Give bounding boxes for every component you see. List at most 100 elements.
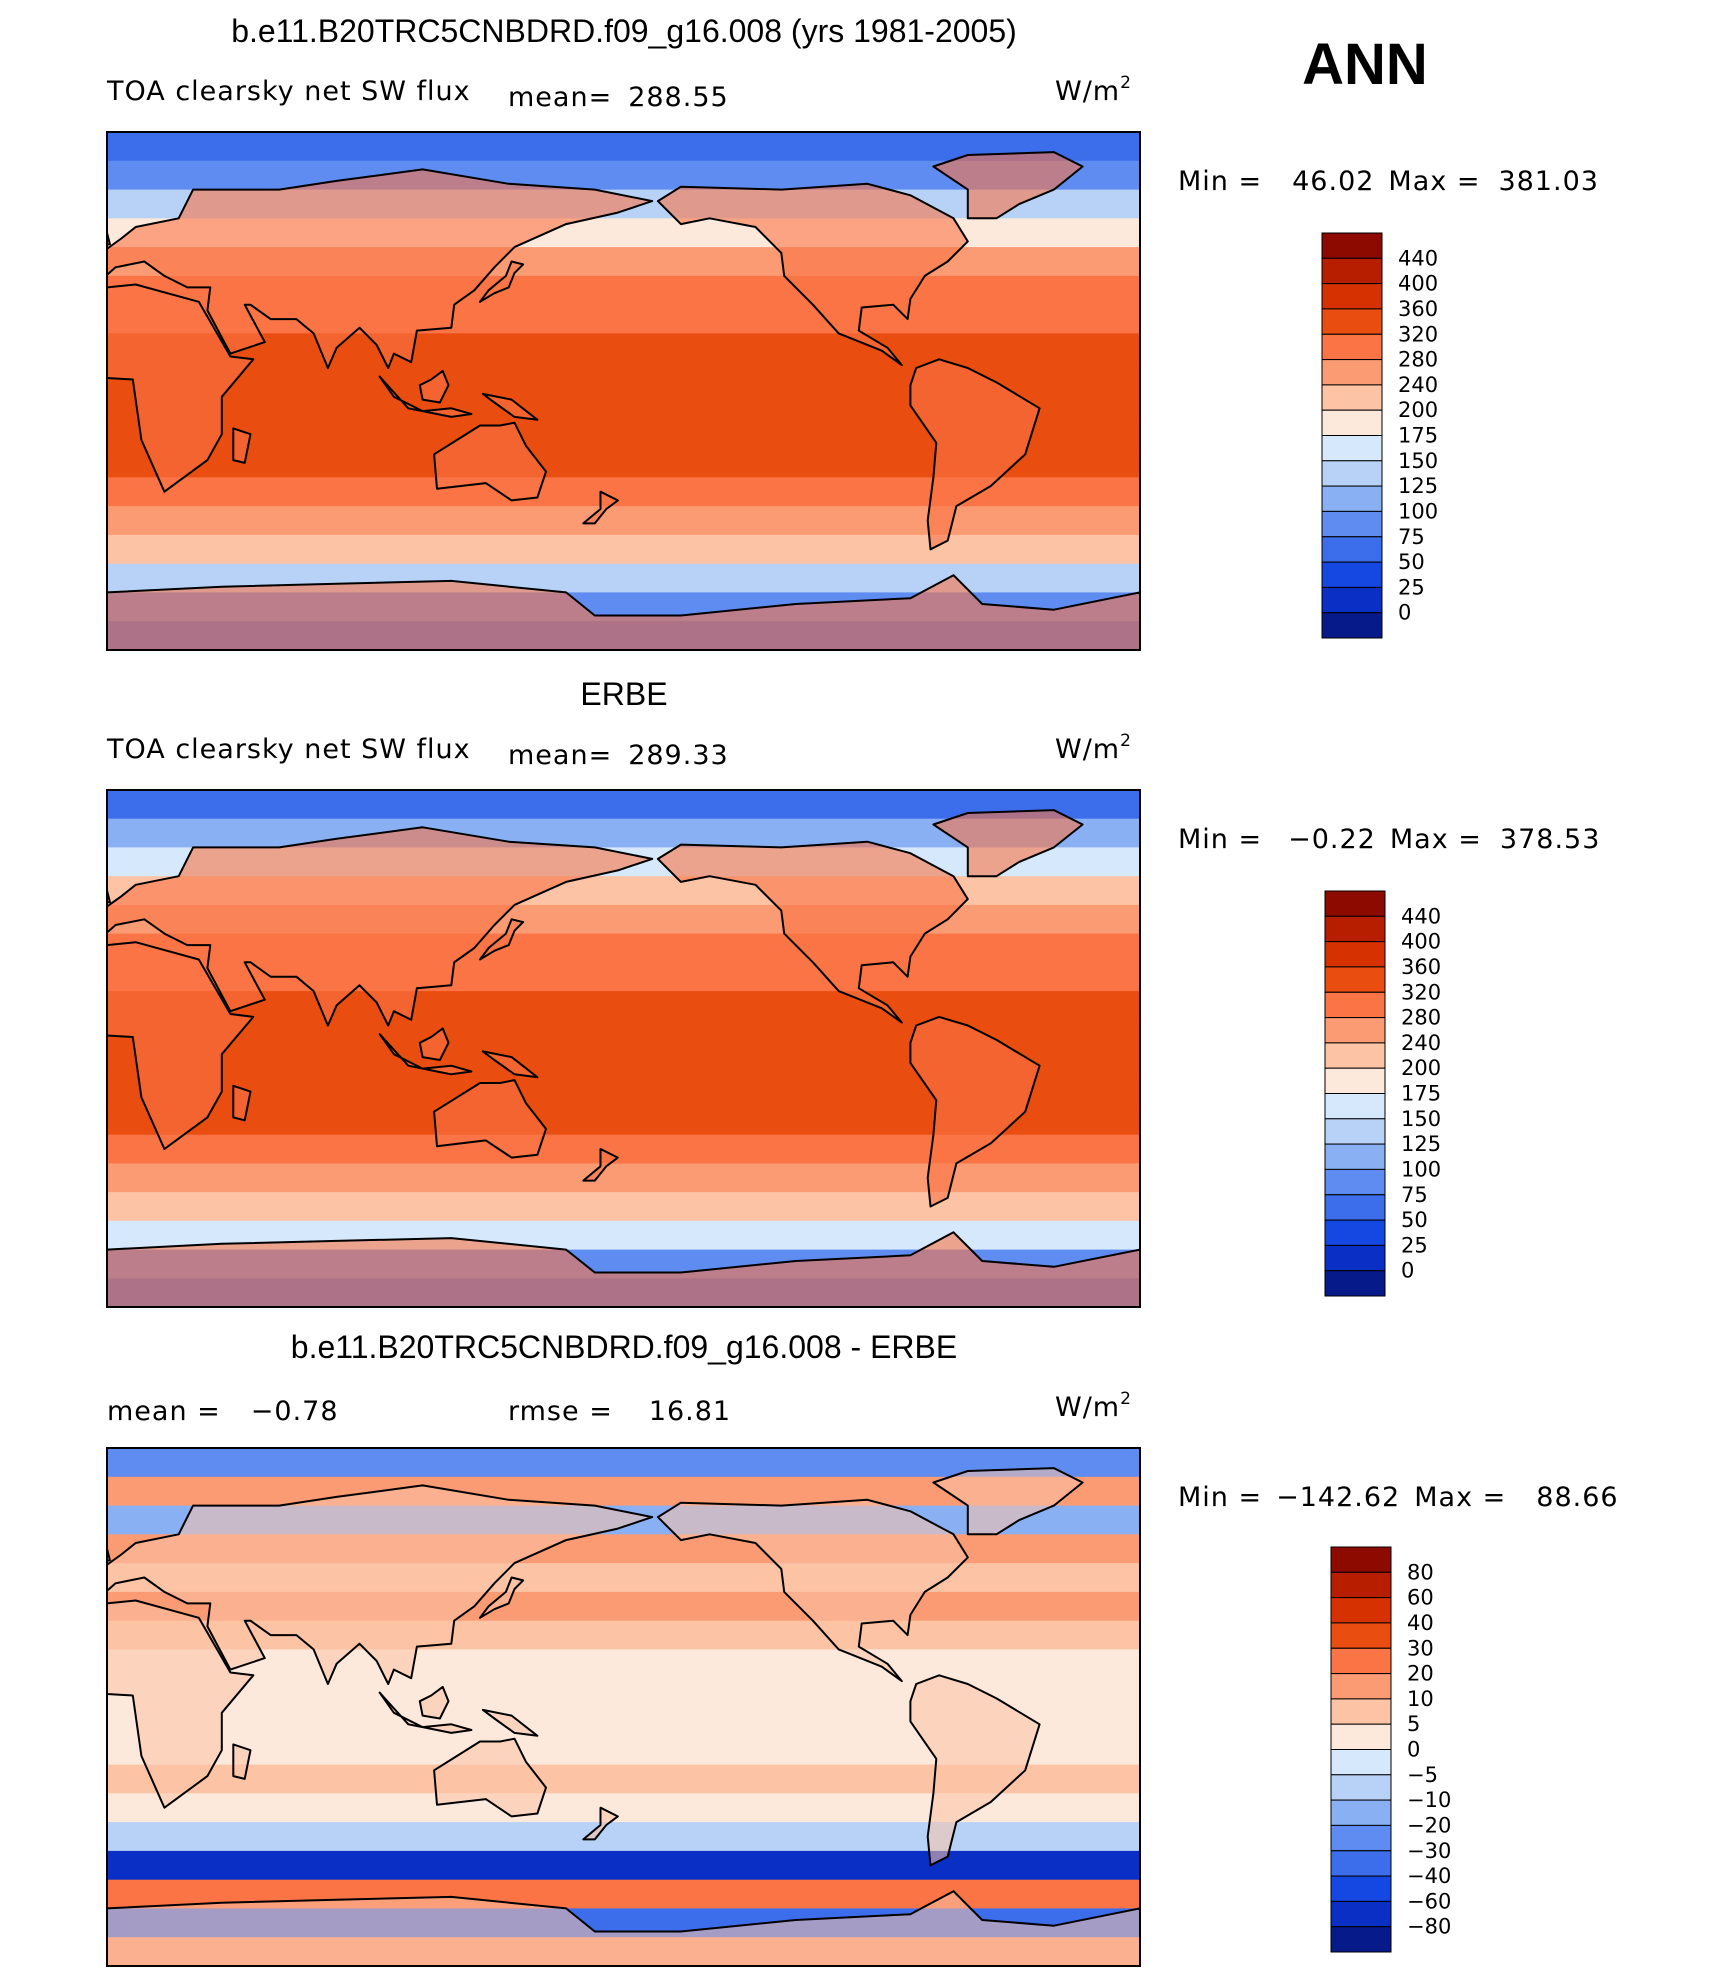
panel-model-mean-value: 288.55 xyxy=(628,82,728,113)
panel-1-colorbar-box-12 xyxy=(1324,1194,1386,1221)
units-exponent: 2 xyxy=(1120,731,1132,751)
panel-0-colorbar-tick-13: 25 xyxy=(1398,575,1425,599)
panel-1-colorbar-box-10 xyxy=(1324,1143,1386,1170)
panel-model-min-value: 46.02 xyxy=(1292,166,1374,197)
panel-2-colorbar-tick-3: 30 xyxy=(1407,1636,1434,1660)
panel-0-colorbar-tick-5: 240 xyxy=(1398,373,1438,397)
panel-obs-frame xyxy=(106,789,1141,1308)
panel-difference-minmax: Min = −142.62 Max = 88.66 xyxy=(1178,1482,1619,1513)
panel-1-colorbar-tick-10: 100 xyxy=(1401,1157,1441,1181)
season-label: ANN xyxy=(1302,32,1428,97)
panel-2-colorbar-tick-6: 5 xyxy=(1407,1712,1420,1736)
panel-2-lat-band-7 xyxy=(107,1649,1140,1679)
panel-0-colorbar-box-3 xyxy=(1321,308,1383,335)
panel-1-colorbar-tick-1: 400 xyxy=(1401,930,1441,954)
panel-1-colorbar-tick-5: 240 xyxy=(1401,1031,1441,1055)
panel-0-colorbar-box-10 xyxy=(1321,485,1383,512)
panel-obs-max-label: Max = xyxy=(1390,824,1482,855)
panel-0-colorbar-box-1 xyxy=(1321,257,1383,285)
panel-0-colorbar-box-15 xyxy=(1321,612,1383,639)
panel-0-colorbar-tick-6: 200 xyxy=(1398,398,1438,422)
panel-2-colorbar-box-11 xyxy=(1330,1824,1392,1852)
panel-0-colorbar-tick-9: 125 xyxy=(1398,474,1438,498)
panel-difference-units: W/m2 xyxy=(1055,1389,1132,1423)
panel-2-colorbar-tick-4: 20 xyxy=(1407,1662,1434,1686)
panel-2-colorbar-tick-14: −80 xyxy=(1407,1915,1451,1939)
panel-obs-min-label: Min = xyxy=(1178,824,1262,855)
panel-1-colorbar-tick-6: 200 xyxy=(1401,1056,1441,1080)
panel-0-colorbar-box-6 xyxy=(1321,384,1383,411)
panel-0-colorbar-box-5 xyxy=(1321,359,1383,386)
panel-0-colorbar-box-0 xyxy=(1321,232,1383,259)
panel-0-colorbar-tick-7: 175 xyxy=(1398,424,1438,448)
panel-1-colorbar-box-0 xyxy=(1324,890,1386,917)
panel-1-colorbar-box-15 xyxy=(1324,1270,1386,1297)
panel-2-colorbar-tick-11: −30 xyxy=(1407,1839,1451,1863)
panel-obs-map xyxy=(107,790,1140,1307)
panel-1-colorbar-tick-8: 150 xyxy=(1401,1107,1441,1131)
panel-0-colorbar-tick-4: 280 xyxy=(1398,348,1438,372)
panel-difference-title: b.e11.B20TRC5CNBDRD.f09_g16.008 - ERBE xyxy=(291,1329,957,1365)
panel-obs-max-value: 378.53 xyxy=(1500,824,1600,855)
panel-difference-min-label: Min = xyxy=(1178,1482,1262,1513)
panel-obs-units: W/m2 xyxy=(1055,731,1132,765)
panel-model-mean-label: mean= xyxy=(508,82,612,113)
panel-model-min-label: Min = xyxy=(1178,166,1262,197)
panel-1-colorbar-box-4 xyxy=(1324,991,1386,1019)
panel-2-lat-band-14 xyxy=(107,1850,1140,1881)
panel-0-colorbar-tick-1: 400 xyxy=(1398,272,1438,296)
panel-1-colorbar-tick-2: 360 xyxy=(1401,955,1441,979)
panel-0-colorbar-tick-12: 50 xyxy=(1398,550,1425,574)
panel-obs-title: ERBE xyxy=(580,676,667,712)
panel-obs: ERBE TOA clearsky net SW flux mean= 289.3… xyxy=(106,676,1600,1308)
panel-0-colorbar-tick-11: 75 xyxy=(1398,525,1425,549)
panel-difference-mean-label: mean = xyxy=(107,1396,221,1427)
panel-obs-mean-label: mean= xyxy=(508,740,612,771)
panel-1-colorbar-tick-13: 25 xyxy=(1401,1233,1428,1257)
panel-1-colorbar-box-13 xyxy=(1324,1219,1386,1246)
panel-obs-min-value: −0.22 xyxy=(1288,824,1376,855)
panel-2-colorbar-box-5 xyxy=(1330,1673,1392,1700)
panel-2-colorbar-box-13 xyxy=(1330,1875,1392,1902)
panel-1-colorbar-tick-9: 125 xyxy=(1401,1132,1441,1156)
panel-1-colorbar-tick-3: 320 xyxy=(1401,980,1441,1004)
units-base: W/m xyxy=(1055,76,1120,107)
panel-difference-mean: mean = −0.78 xyxy=(107,1396,339,1427)
units-exponent: 2 xyxy=(1120,1389,1132,1409)
panel-0-colorbar-tick-10: 100 xyxy=(1398,499,1438,523)
panel-0-lat-band-14 xyxy=(107,534,1140,565)
panel-obs-mean: mean= 289.33 xyxy=(508,740,729,771)
panel-2-colorbar-box-4 xyxy=(1330,1647,1392,1675)
panel-1-colorbar-tick-4: 280 xyxy=(1401,1006,1441,1030)
panel-2-colorbar-tick-0: 80 xyxy=(1407,1560,1434,1584)
panel-0-lat-band-7 xyxy=(107,333,1140,363)
panel-0-colorbar-box-11 xyxy=(1321,510,1383,538)
panel-2-colorbar-box-2 xyxy=(1330,1597,1392,1624)
panel-0-colorbar-tick-14: 0 xyxy=(1398,601,1411,625)
panel-difference-frame xyxy=(106,1447,1141,1967)
panel-difference-rmse-label: rmse = xyxy=(508,1396,613,1427)
panel-0-colorbar-box-14 xyxy=(1321,586,1383,614)
panel-2-colorbar-tick-13: −60 xyxy=(1407,1889,1451,1913)
panel-1-colorbar-box-1 xyxy=(1324,915,1386,943)
panel-difference-rmse-value: 16.81 xyxy=(649,1396,731,1427)
panel-2-coastline xyxy=(107,1467,1140,1966)
panel-0-colorbar-box-13 xyxy=(1321,561,1383,588)
panel-model-units: W/m2 xyxy=(1055,73,1132,107)
panel-1-colorbar-box-7 xyxy=(1324,1067,1386,1094)
panel-1-colorbar-box-11 xyxy=(1324,1168,1386,1196)
panel-1-colorbar-box-3 xyxy=(1324,966,1386,993)
panel-0-colorbar-tick-2: 360 xyxy=(1398,297,1438,321)
panel-obs-variable: TOA clearsky net SW flux xyxy=(106,734,471,765)
panel-1-colorbar-box-2 xyxy=(1324,941,1386,968)
panel-1-colorbar-tick-7: 175 xyxy=(1401,1082,1441,1106)
units-base: W/m xyxy=(1055,1392,1120,1423)
panel-0-colorbar-tick-8: 150 xyxy=(1398,449,1438,473)
panel-difference-max-label: Max = xyxy=(1414,1482,1506,1513)
panel-difference-min-value: −142.62 xyxy=(1276,1482,1400,1513)
panel-difference-max-value: 88.66 xyxy=(1536,1482,1618,1513)
